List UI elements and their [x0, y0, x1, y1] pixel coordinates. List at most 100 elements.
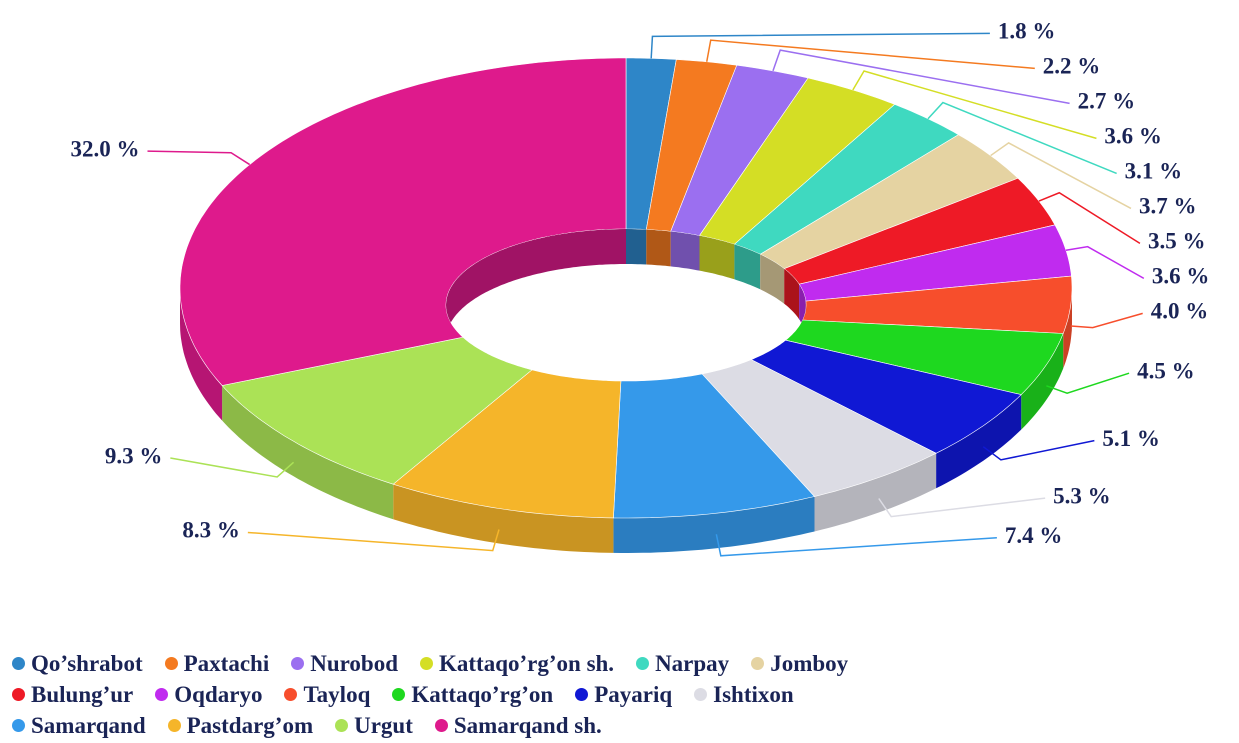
- legend-label: Tayloq: [303, 681, 371, 707]
- slice-side: [393, 484, 614, 553]
- legend-item[interactable]: Samarqand: [12, 713, 146, 739]
- legend-row: Bulung’ur Oqdaryo Tayloq Kattaqo’rg’on Payar…: [0, 679, 1239, 710]
- legend-swatch: [12, 657, 25, 670]
- data-label: 32.0 %: [70, 136, 139, 161]
- legend-item[interactable]: Narpay: [636, 651, 729, 677]
- leader-line: [247, 529, 500, 552]
- legend-label: Kattaqo’rg’on sh.: [439, 650, 615, 676]
- legend-item[interactable]: Payariq: [575, 682, 672, 708]
- legend-swatch: [434, 719, 448, 732]
- legend-label: Bulung’ur: [31, 681, 134, 707]
- legend-item[interactable]: Urgut: [335, 713, 413, 739]
- leader-line: [878, 497, 1046, 518]
- data-label: 3.6 %: [1104, 124, 1162, 149]
- legend-swatch: [694, 688, 708, 701]
- leader-line: [147, 150, 251, 166]
- inner-walls: [446, 229, 806, 340]
- slice-side: [1063, 288, 1072, 369]
- data-label: 3.7 %: [1139, 194, 1197, 219]
- data-label: 3.6 %: [1152, 264, 1210, 289]
- data-label: 1.8 %: [998, 19, 1056, 44]
- leader-line: [1065, 245, 1145, 280]
- data-label: 5.3 %: [1053, 483, 1111, 508]
- legend-row: Samarqand Pastdarg’om Urgut Samarqand sh.: [0, 710, 1239, 741]
- slice-inner: [670, 231, 700, 271]
- slice-inner: [626, 229, 647, 265]
- legend-item[interactable]: Qo’shrabot: [12, 651, 143, 677]
- legend-item[interactable]: Paxtachi: [164, 650, 270, 677]
- leader-line: [982, 439, 1095, 461]
- legend-swatch: [164, 657, 178, 670]
- leader-line: [1038, 191, 1141, 245]
- data-label: 4.0 %: [1151, 299, 1209, 324]
- legend-label: Oqdaryo: [174, 681, 263, 707]
- chart: 1.8 % 2.2 % 2.7 % 3.6 % 3.1 % 3.7 % 3.5 % 3.6 %…: [70, 19, 1210, 557]
- legend-item[interactable]: Nurobod: [291, 651, 398, 677]
- legend-label: Qo’shrabot: [31, 650, 143, 676]
- slice-side: [222, 385, 394, 520]
- data-label: 8.3 %: [182, 518, 240, 543]
- legend-item[interactable]: Jomboy: [751, 651, 848, 677]
- legend-swatch: [12, 719, 25, 732]
- legend-swatch: [420, 657, 433, 670]
- legend-label: Samarqand: [31, 712, 146, 738]
- legend-label: Payariq: [594, 681, 673, 707]
- legend-item[interactable]: Kattaqo’rg’on: [392, 682, 553, 708]
- legend-swatch: [751, 657, 765, 670]
- legend-swatch: [12, 688, 25, 701]
- legend-swatch: [636, 657, 650, 670]
- slice-side: [613, 496, 815, 553]
- legend-item[interactable]: Samarqand sh.: [434, 712, 602, 739]
- leader-line: [927, 101, 1117, 175]
- slice-side: [180, 288, 223, 421]
- leader-line: [1070, 312, 1143, 329]
- legend-label: Narpay: [655, 650, 730, 676]
- slice-inner: [760, 254, 785, 304]
- slice-side: [1021, 333, 1064, 430]
- slice-inner: [646, 229, 671, 267]
- leader-line: [990, 142, 1132, 210]
- leader-line: [852, 70, 1097, 140]
- legend-swatch: [291, 657, 305, 670]
- leader-line: [1046, 372, 1130, 394]
- legend-item[interactable]: Tayloq: [284, 682, 370, 708]
- slice-side: [814, 453, 937, 532]
- leader-line: [170, 457, 295, 478]
- leader-line: [772, 49, 1070, 105]
- legend-label: Jomboy: [770, 650, 849, 676]
- legend-item[interactable]: Kattaqo’rg’on sh.: [420, 651, 614, 677]
- data-label: 3.5 %: [1148, 229, 1206, 254]
- leader-line: [650, 32, 990, 59]
- slice-inner: [699, 235, 735, 280]
- legend-swatch: [335, 719, 349, 732]
- legend-item[interactable]: Bulung’ur: [12, 682, 133, 708]
- legend-label: Kattaqo’rg’on: [411, 681, 554, 707]
- slice-inner: [784, 268, 800, 320]
- data-label: 7.4 %: [1005, 523, 1062, 548]
- legend-swatch: [284, 688, 298, 701]
- legend-label: Pastdarg’om: [186, 712, 314, 738]
- legend-swatch: [392, 688, 406, 701]
- legend-item[interactable]: Ishtixon: [694, 682, 794, 708]
- legend-label: Ishtixon: [713, 681, 794, 707]
- slice-side: [936, 394, 1022, 489]
- data-label: 3.1 %: [1125, 159, 1183, 184]
- data-label: 4.5 %: [1137, 358, 1195, 383]
- leader-line: [706, 39, 1035, 70]
- legend-item[interactable]: Pastdarg’om: [167, 712, 314, 739]
- legend-label: Urgut: [354, 712, 413, 738]
- legend-item[interactable]: Oqdaryo: [155, 682, 262, 708]
- legend-label: Samarqand sh.: [453, 712, 602, 738]
- data-label: 2.7 %: [1078, 89, 1136, 114]
- legend-label: Paxtachi: [183, 650, 270, 676]
- legend-swatch: [155, 688, 169, 701]
- legend: Qo’shrabot Paxtachi Nurobod Kattaqo’rg’on s…: [0, 648, 1239, 741]
- legend-swatch: [167, 719, 181, 732]
- legend-row: Qo’shrabot Paxtachi Nurobod Kattaqo’rg’on s…: [0, 648, 1239, 679]
- slice-inner: [734, 244, 761, 290]
- legend-swatch: [575, 688, 589, 701]
- leader-line: [715, 534, 997, 557]
- slice-inner: [446, 229, 626, 340]
- legend-label: Nurobod: [310, 650, 398, 676]
